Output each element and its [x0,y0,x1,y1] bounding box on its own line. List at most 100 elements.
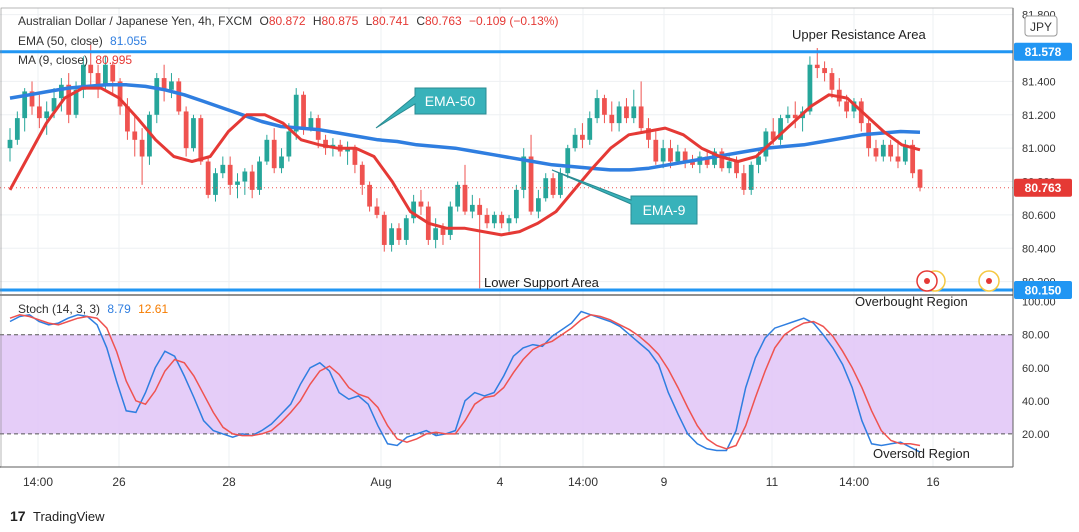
close-label: C [416,14,425,28]
candle [257,156,262,195]
candle [543,173,549,202]
candle-body [139,139,145,157]
candle-body [763,131,769,157]
candle [176,78,182,115]
candle-body [279,156,284,169]
candle [264,134,270,165]
candle-body [293,94,299,132]
time-tick-label: 11 [766,475,779,489]
event-marker-2[interactable] [978,270,1000,292]
candle [513,184,519,224]
candle-body [734,161,739,174]
candle-body [917,169,923,188]
branding-text: TradingView [33,509,105,524]
candle-body [543,178,549,199]
currency-badge-box[interactable] [1024,15,1058,37]
candle-body [103,64,108,85]
candle [154,73,160,124]
candle-body [770,131,776,140]
ema50-callout: EMA-50 [375,87,487,129]
tradingview-logo-icon: 17 [10,508,26,524]
candle-body [580,134,585,140]
last-price-tag-text: 80.763 [1025,181,1062,195]
candle [550,173,556,199]
candle [95,64,101,99]
candle-body [565,148,571,174]
ema50-callout-shape [375,87,487,129]
candle-body [521,156,527,190]
candle-body [829,73,835,90]
candle-body [513,189,519,219]
time-tick-label: 14:00 [839,475,869,489]
candle-body [792,114,798,119]
candle [880,139,886,162]
candle [374,198,380,219]
candle-body [66,84,72,115]
candle-body [807,64,813,112]
candle-body [367,184,372,207]
ema-legend-value: 81.055 [110,34,147,48]
candle-body [396,228,402,240]
candle-body [345,148,350,152]
candle-body [895,156,901,162]
stoch-k-line [9,310,921,453]
candle [792,101,798,129]
candle-body [29,91,35,107]
candle-body [506,218,512,224]
event-marker-dot [986,278,992,284]
candle [403,214,409,245]
candle-body [653,139,659,162]
candle-body [205,161,211,195]
time-axis-ticks: 14:00 26 28 Aug 4 14:00 9 11 14:00 16 [23,475,940,489]
candle-body [132,131,138,140]
candle-body [491,214,497,224]
candle [572,128,578,152]
candle [807,56,813,115]
candle-body [110,64,116,82]
candle [888,139,894,162]
ma-legend-value: 80.995 [95,53,132,67]
candle-body [646,128,651,140]
stoch-tick-label: 20.00 [1022,429,1050,441]
candle [778,114,783,145]
candle-body [22,91,28,119]
ema-legend-label: EMA (50, close) [18,34,103,48]
ma9-line [8,86,921,237]
stoch-k-value: 8.79 [107,302,131,316]
stoch-tick-label: 100.00 [1022,297,1056,309]
price-tick-label: 81.400 [1022,76,1056,88]
candle-body [447,206,453,235]
stoch-d-value: 12.61 [138,302,168,316]
candle [719,148,725,172]
candle-body [264,139,270,162]
event-marker-1[interactable] [916,270,946,292]
candle [484,208,490,229]
candle-body [323,139,328,149]
stoch-tick-label: 80.00 [1022,330,1050,342]
candle [682,148,688,169]
time-tick-label: 26 [112,475,126,489]
candle [660,139,666,169]
event-marker-dot [924,278,930,284]
candle [44,101,50,135]
time-tick-label: 14:00 [23,475,53,489]
candle [829,68,835,99]
last-price-tag [1014,178,1072,197]
candle [447,201,453,240]
overbought-label: Overbought Region [855,294,968,309]
resistance-price-tag [1014,42,1072,61]
candle [499,211,505,229]
candle [389,223,394,252]
candle [359,161,365,195]
candle [491,211,497,229]
time-tick-label: 14:00 [568,475,598,489]
candle [242,168,248,195]
candle [462,164,468,215]
open-label: O [259,14,268,28]
candle-body [873,148,879,157]
candle [81,56,86,99]
candle-body [910,144,916,174]
candle-body [73,89,79,115]
candle [411,194,417,224]
candle-body [455,184,461,207]
